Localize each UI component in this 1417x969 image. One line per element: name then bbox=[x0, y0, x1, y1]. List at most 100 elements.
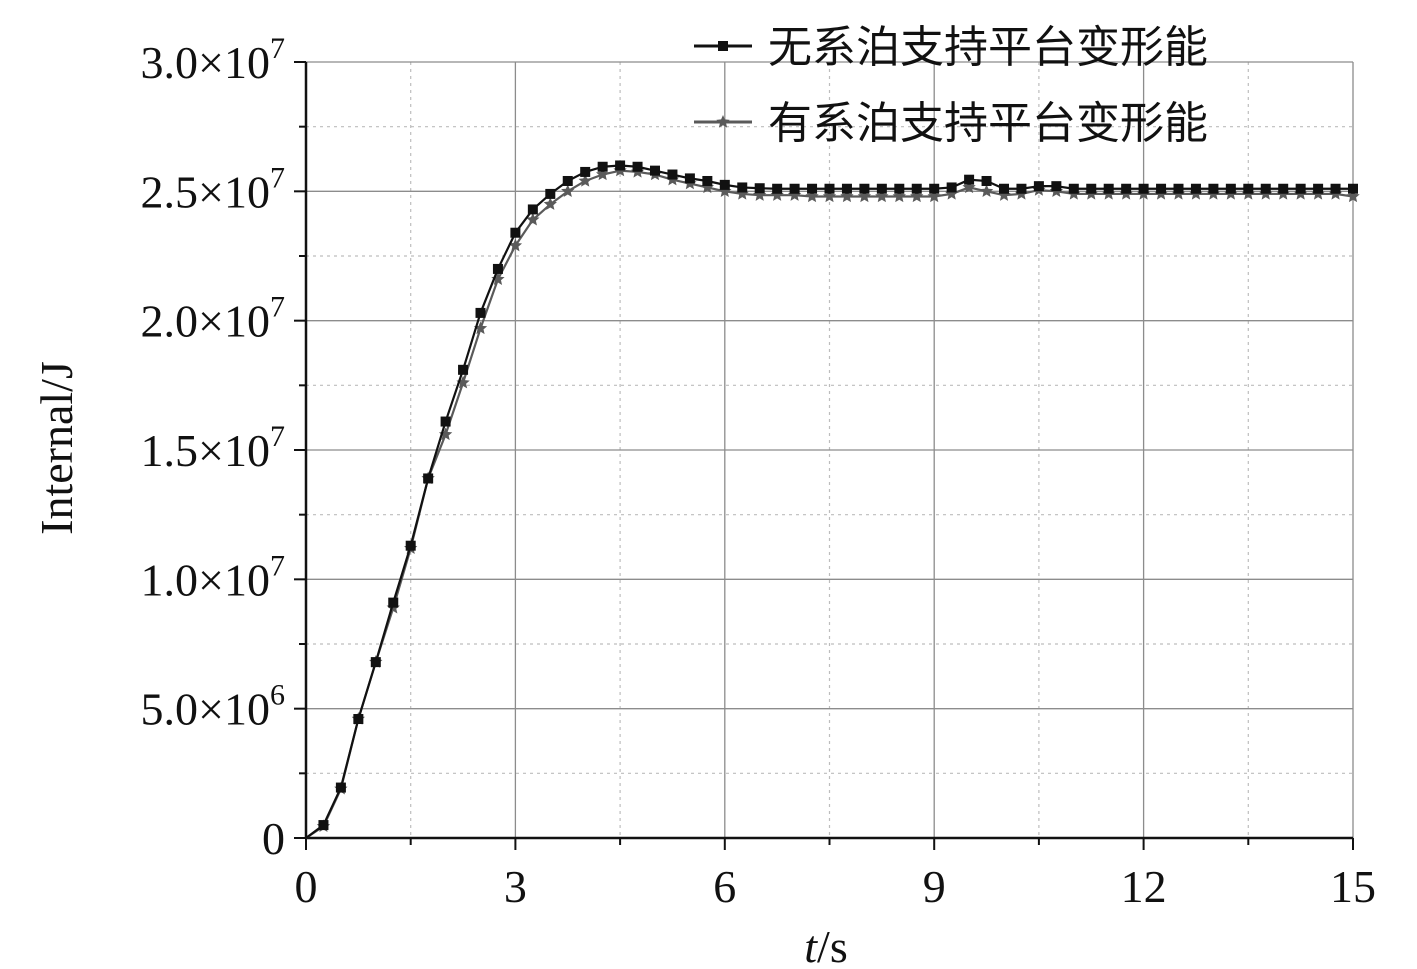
data-point bbox=[1190, 183, 1201, 194]
data-point bbox=[491, 272, 505, 285]
data-point bbox=[492, 263, 503, 274]
data-point bbox=[667, 169, 678, 180]
data-point bbox=[716, 115, 730, 128]
data-point bbox=[911, 183, 922, 194]
y-tick-mantissa: 2.0×10 bbox=[141, 296, 270, 347]
data-point bbox=[561, 184, 575, 197]
data-point bbox=[805, 189, 819, 203]
y-tick-exponent: 6 bbox=[270, 679, 285, 712]
x-tick-label: 12 bbox=[1121, 861, 1167, 912]
data-point bbox=[1156, 183, 1167, 194]
y-tick-label: 5.0×106 bbox=[141, 679, 285, 735]
y-tick-label: 1.0×107 bbox=[141, 549, 285, 605]
data-point bbox=[772, 183, 783, 194]
data-point bbox=[824, 183, 835, 194]
y-tick-mantissa: 0 bbox=[262, 813, 285, 864]
data-point bbox=[632, 161, 643, 172]
data-point bbox=[859, 183, 870, 194]
data-point bbox=[1295, 183, 1306, 194]
data-point bbox=[719, 179, 730, 190]
data-point bbox=[735, 186, 749, 200]
data-point bbox=[876, 183, 887, 194]
data-point bbox=[562, 175, 573, 186]
y-axis-label: Internal/J bbox=[31, 361, 82, 535]
y-tick-mantissa: 5.0×10 bbox=[141, 684, 270, 735]
data-point bbox=[718, 41, 728, 51]
data-point bbox=[718, 184, 732, 197]
data-point bbox=[1086, 183, 1097, 194]
data-point bbox=[1173, 183, 1184, 194]
data-point bbox=[702, 175, 713, 186]
data-point bbox=[979, 184, 994, 197]
data-point bbox=[438, 427, 453, 441]
y-tick-exponent: 7 bbox=[270, 161, 285, 194]
data-point bbox=[841, 183, 852, 194]
data-point bbox=[789, 183, 800, 194]
y-tick-label: 0 bbox=[262, 813, 285, 864]
x-tick-label: 0 bbox=[295, 861, 318, 912]
data-point bbox=[770, 188, 784, 201]
data-point bbox=[405, 540, 416, 551]
data-point bbox=[944, 186, 959, 200]
data-point bbox=[927, 189, 941, 203]
data-point bbox=[388, 597, 399, 608]
data-point bbox=[353, 714, 364, 725]
data-point bbox=[1330, 183, 1341, 194]
data-point bbox=[1260, 183, 1271, 194]
x-axis-label: t/s bbox=[804, 921, 847, 969]
data-point bbox=[875, 189, 889, 203]
data-point bbox=[458, 364, 469, 375]
x-tick-label: 3 bbox=[504, 861, 527, 912]
series-2 bbox=[305, 163, 1360, 839]
data-point bbox=[1225, 183, 1236, 194]
data-point bbox=[1348, 183, 1358, 194]
data-point bbox=[1016, 183, 1027, 194]
x-tick-label: 6 bbox=[713, 861, 736, 912]
series-group bbox=[305, 160, 1360, 839]
data-point bbox=[423, 473, 434, 484]
data-point bbox=[822, 189, 837, 203]
data-point bbox=[318, 820, 329, 831]
data-point bbox=[370, 657, 381, 668]
legend-label: 有系泊支持平台变形能 bbox=[768, 98, 1208, 149]
data-point bbox=[1346, 189, 1360, 203]
y-tick-label: 2.5×107 bbox=[141, 161, 285, 217]
data-point bbox=[1278, 183, 1289, 194]
series-1 bbox=[305, 160, 1358, 839]
y-tick-exponent: 7 bbox=[270, 420, 285, 453]
legend-item-1: 无系泊支持平台变形能 bbox=[694, 22, 1208, 73]
y-tick-label: 1.5×107 bbox=[141, 420, 285, 476]
data-point bbox=[840, 189, 854, 203]
data-point bbox=[1051, 181, 1062, 192]
data-point bbox=[1068, 183, 1079, 194]
data-point bbox=[527, 204, 538, 215]
data-point bbox=[787, 188, 802, 201]
data-point bbox=[737, 182, 748, 193]
data-point bbox=[894, 183, 905, 194]
data-point bbox=[615, 160, 626, 171]
data-point bbox=[473, 321, 488, 335]
data-point bbox=[597, 161, 608, 172]
data-point bbox=[754, 183, 765, 194]
y-tick-exponent: 7 bbox=[270, 291, 285, 324]
data-point bbox=[964, 174, 975, 185]
data-point bbox=[475, 307, 486, 318]
y-tick-label: 3.0×107 bbox=[141, 32, 285, 88]
data-point bbox=[526, 212, 540, 226]
data-point bbox=[1138, 183, 1149, 194]
data-point bbox=[1243, 183, 1254, 194]
data-point bbox=[857, 189, 872, 203]
x-tick-label: 15 bbox=[1330, 861, 1376, 912]
data-point bbox=[1103, 183, 1114, 194]
y-tick-exponent: 7 bbox=[270, 549, 285, 582]
data-point bbox=[456, 375, 470, 389]
y-tick-mantissa: 2.5×10 bbox=[141, 166, 270, 217]
data-point bbox=[545, 188, 556, 199]
x-tick-label: 9 bbox=[923, 861, 946, 912]
data-point bbox=[580, 166, 591, 177]
y-tick-mantissa: 1.5×10 bbox=[141, 425, 270, 476]
data-point bbox=[335, 782, 346, 793]
grid bbox=[306, 61, 1354, 838]
